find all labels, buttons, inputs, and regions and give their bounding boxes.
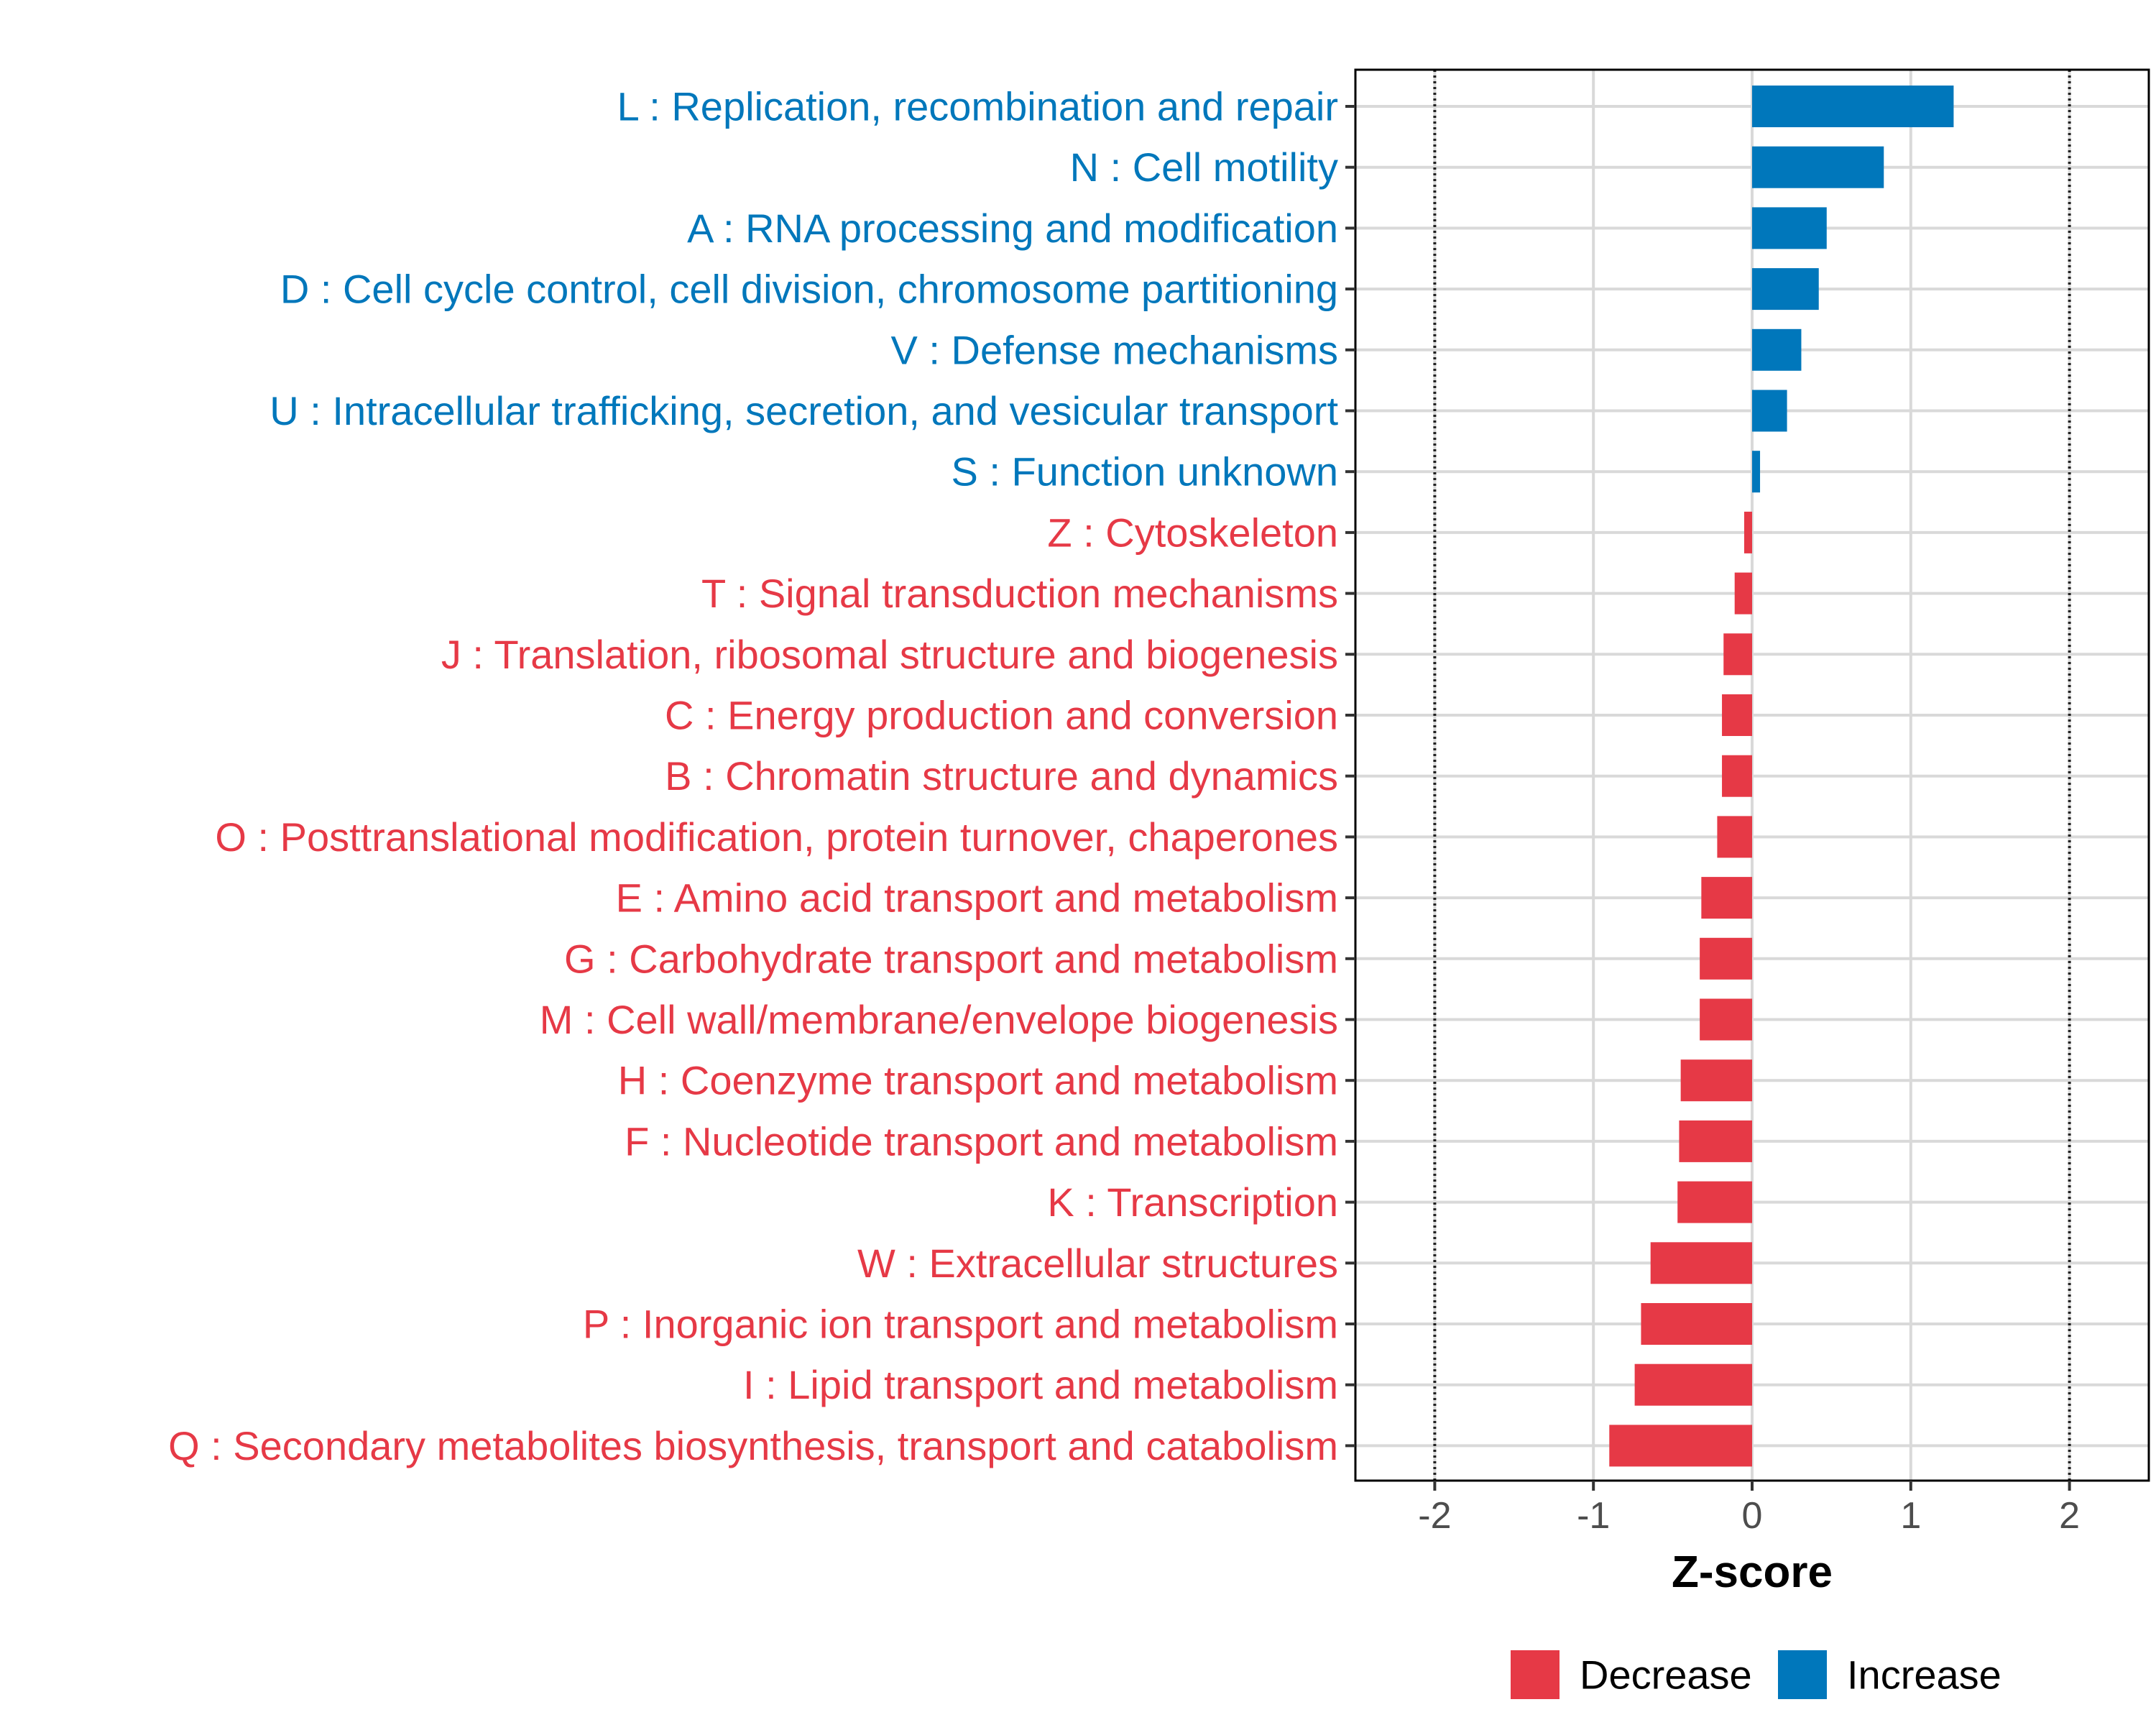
bar bbox=[1734, 572, 1752, 615]
bar bbox=[1680, 1059, 1752, 1102]
category-label: N : Cell motility bbox=[1070, 144, 1338, 190]
category-label: I : Lipid transport and metabolism bbox=[743, 1362, 1338, 1407]
bar bbox=[1752, 328, 1802, 371]
category-label: G : Carbohydrate transport and metabolis… bbox=[564, 936, 1338, 981]
bar bbox=[1650, 1242, 1752, 1284]
bar bbox=[1679, 1120, 1752, 1162]
category-label: S : Function unknown bbox=[951, 449, 1338, 494]
category-label: J : Translation, ribosomal structure and… bbox=[441, 632, 1338, 677]
category-label: K : Transcription bbox=[1047, 1179, 1338, 1225]
category-label: B : Chromatin structure and dynamics bbox=[665, 753, 1338, 799]
bar bbox=[1717, 816, 1752, 858]
category-label: P : Inorganic ion transport and metaboli… bbox=[583, 1302, 1338, 1347]
x-tick-label: -2 bbox=[1418, 1495, 1451, 1537]
category-label: M : Cell wall/membrane/envelope biogenes… bbox=[540, 997, 1338, 1042]
x-tick-label: 2 bbox=[2059, 1495, 2080, 1537]
bar-layer bbox=[1609, 86, 1954, 1467]
category-label: U : Intracellular trafficking, secretion… bbox=[270, 388, 1338, 433]
legend-label: Decrease bbox=[1580, 1652, 1752, 1698]
x-axis: -2 -1 0 1 2 bbox=[1418, 1481, 2080, 1537]
x-tick-label: 0 bbox=[1742, 1495, 1763, 1537]
x-tick-label: 1 bbox=[1900, 1495, 1921, 1537]
bar bbox=[1641, 1303, 1752, 1345]
y-axis: L : Replication, recombination and repai… bbox=[168, 84, 1355, 1468]
category-label: W : Extracellular structures bbox=[857, 1241, 1338, 1286]
category-label: H : Coenzyme transport and metabolism bbox=[618, 1058, 1338, 1103]
bar bbox=[1743, 511, 1752, 553]
bar bbox=[1752, 207, 1827, 249]
legend-swatch bbox=[1778, 1650, 1827, 1699]
legend-swatch bbox=[1511, 1650, 1560, 1699]
category-label: Q : Secondary metabolites biosynthesis, … bbox=[168, 1423, 1338, 1468]
x-axis-title: Z-score bbox=[1672, 1547, 1833, 1597]
bar bbox=[1700, 937, 1752, 980]
category-label: Z : Cytoskeleton bbox=[1047, 510, 1338, 555]
bar bbox=[1609, 1425, 1752, 1467]
legend-label: Increase bbox=[1847, 1652, 2001, 1698]
category-label: D : Cell cycle control, cell division, c… bbox=[280, 267, 1338, 312]
category-label: L : Replication, recombination and repai… bbox=[617, 84, 1338, 129]
legend: Decrease Increase bbox=[1511, 1650, 2001, 1699]
bar bbox=[1701, 877, 1752, 919]
bar bbox=[1723, 633, 1752, 676]
category-label: E : Amino acid transport and metabolism bbox=[616, 875, 1338, 921]
bar bbox=[1722, 755, 1752, 797]
x-tick-label: -1 bbox=[1577, 1495, 1610, 1537]
bar bbox=[1752, 268, 1819, 310]
category-label: C : Energy production and conversion bbox=[665, 693, 1338, 738]
bar bbox=[1752, 390, 1787, 432]
category-label: T : Signal transduction mechanisms bbox=[701, 571, 1338, 616]
bar bbox=[1700, 998, 1752, 1041]
bar bbox=[1634, 1363, 1752, 1406]
bar bbox=[1677, 1181, 1752, 1223]
category-label: F : Nucleotide transport and metabolism bbox=[625, 1118, 1338, 1164]
category-label: O : Posttranslational modification, prot… bbox=[215, 814, 1338, 860]
bar bbox=[1752, 86, 1954, 127]
bar bbox=[1752, 146, 1884, 188]
bar bbox=[1722, 694, 1752, 736]
category-label: A : RNA processing and modification bbox=[687, 206, 1338, 251]
bar bbox=[1752, 451, 1761, 493]
category-label: V : Defense mechanisms bbox=[891, 327, 1338, 372]
